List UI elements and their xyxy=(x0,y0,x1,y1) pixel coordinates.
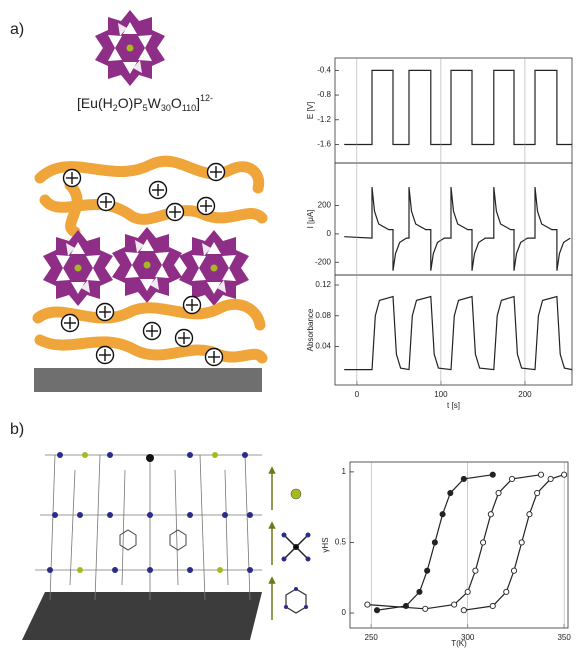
y-tick-label: 0.12 xyxy=(315,280,331,289)
formula-part: W xyxy=(148,95,162,111)
charge xyxy=(208,164,225,181)
x-tick-label: 200 xyxy=(518,390,532,399)
data-point xyxy=(448,490,453,495)
x-axis-label: t [s] xyxy=(447,401,460,410)
y-tick-label: 0.5 xyxy=(335,538,347,547)
charge xyxy=(176,330,193,347)
substrate xyxy=(34,368,262,392)
x-tick-label: 250 xyxy=(365,633,379,642)
charge xyxy=(97,304,114,321)
framework xyxy=(22,455,262,640)
formula-part: 12- xyxy=(200,93,213,103)
data-point xyxy=(548,476,553,481)
data-point xyxy=(504,589,509,594)
data-point xyxy=(440,512,445,517)
plot-frame xyxy=(350,462,568,628)
charge xyxy=(167,204,184,221)
charge xyxy=(144,323,161,340)
data-point xyxy=(365,602,370,607)
charge xyxy=(206,349,223,366)
legend-icons xyxy=(272,470,311,620)
formula-part: 30 xyxy=(161,103,171,113)
y-tick-label: 1 xyxy=(342,467,347,476)
charge xyxy=(64,170,81,187)
data-point xyxy=(423,606,428,611)
plot-frame xyxy=(335,58,572,163)
charge xyxy=(150,182,167,199)
figure: a) b) [Eu(H2O)P5W30O110]12- xyxy=(0,0,579,648)
formula-part: O xyxy=(171,95,182,111)
plot-frame xyxy=(335,163,572,275)
y-tick-label: -0.4 xyxy=(317,65,331,74)
x-tick-label: 0 xyxy=(355,390,360,399)
y-tick-label: -0.8 xyxy=(317,90,331,99)
data-point xyxy=(538,472,543,477)
data-point xyxy=(465,589,470,594)
data-point xyxy=(461,476,466,481)
data-point xyxy=(425,568,430,573)
data-line xyxy=(344,70,572,144)
y-tick-label: 0 xyxy=(342,608,347,617)
panel-label: a) xyxy=(10,21,24,38)
y-tick-label: 200 xyxy=(318,201,332,210)
y-tick-label: -1.6 xyxy=(317,140,331,149)
formula-part: 110 xyxy=(182,103,196,113)
formula-part: [Eu(H xyxy=(77,95,113,111)
y-tick-label: 0 xyxy=(327,229,332,238)
y-tick-label: 0.04 xyxy=(315,342,331,351)
charge xyxy=(98,194,115,211)
formula-part: O)P xyxy=(118,95,143,111)
data-point xyxy=(417,589,422,594)
y-tick-label: -200 xyxy=(315,257,332,266)
x-axis-label: T(K) xyxy=(451,639,467,648)
charge xyxy=(184,297,201,314)
polyoxometalate xyxy=(179,230,249,306)
x-tick-label: 350 xyxy=(557,633,571,642)
data-point xyxy=(496,490,501,495)
y-axis-label: E [V] xyxy=(306,102,315,119)
data-point xyxy=(527,512,532,517)
data-point xyxy=(519,540,524,545)
y-tick-label: 0.08 xyxy=(315,311,331,320)
data-point xyxy=(432,540,437,545)
data-point xyxy=(452,602,457,607)
data-point xyxy=(490,472,495,477)
data-line xyxy=(344,187,570,271)
charge xyxy=(97,347,114,364)
charge xyxy=(62,315,79,332)
data-point xyxy=(488,512,493,517)
data-line xyxy=(367,475,541,609)
data-point xyxy=(374,608,379,613)
y-tick-label: -1.2 xyxy=(317,115,331,124)
data-line xyxy=(464,475,564,611)
data-point xyxy=(461,608,466,613)
data-point xyxy=(535,490,540,495)
formula: [Eu(H2O)P5W30O110]12- xyxy=(77,93,213,113)
data-point xyxy=(490,603,495,608)
y-axis-label: I [μA] xyxy=(306,210,315,229)
data-point xyxy=(511,568,516,573)
panel-label: b) xyxy=(10,421,24,438)
data-point xyxy=(562,472,567,477)
data-point xyxy=(473,568,478,573)
polyoxometalate xyxy=(112,227,182,303)
polyoxometalate xyxy=(95,10,165,86)
y-axis-label: Absorbance xyxy=(306,308,315,351)
data-line xyxy=(344,297,572,370)
data-point xyxy=(481,540,486,545)
polyoxometalate xyxy=(43,230,113,306)
x-tick-label: 100 xyxy=(434,390,448,399)
charge xyxy=(198,198,215,215)
polymer-band xyxy=(40,340,262,358)
data-point xyxy=(509,476,514,481)
y-axis-label: γHS xyxy=(321,537,330,552)
